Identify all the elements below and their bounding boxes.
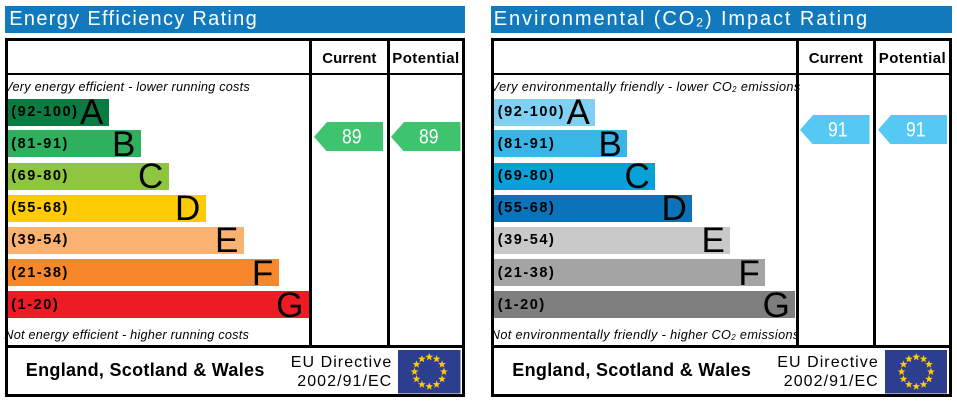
svg-text:89: 89	[419, 125, 438, 148]
svg-text:91: 91	[906, 118, 925, 141]
svg-text:91: 91	[828, 118, 847, 141]
svg-text:89: 89	[342, 125, 361, 148]
